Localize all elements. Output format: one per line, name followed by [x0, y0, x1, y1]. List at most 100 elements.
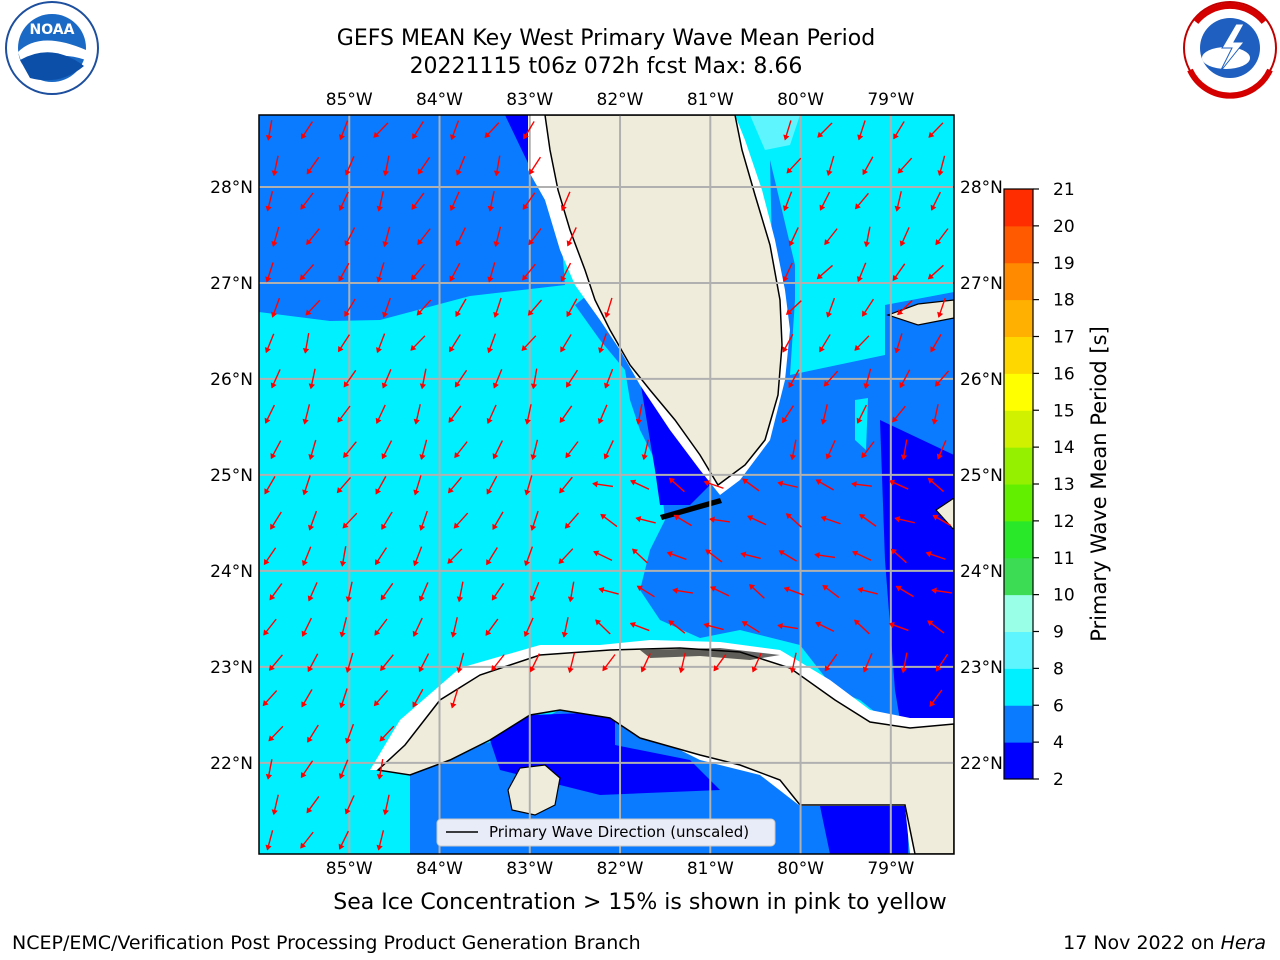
wave-arrow-head — [271, 311, 278, 318]
wave-arrow-head — [672, 587, 678, 594]
wave-arrow-head — [264, 417, 271, 424]
lat-label-left: 27°N — [210, 274, 253, 294]
wave-arrow-head — [782, 205, 789, 212]
wave-arrow-head — [888, 622, 895, 629]
wave-arrow-head — [668, 620, 675, 627]
wave-arrow-head — [493, 170, 501, 177]
wave-arrow-head — [558, 557, 565, 565]
wave-arrow-head — [862, 168, 869, 176]
wave-arrow-head — [487, 347, 494, 354]
wave-arrow-head — [824, 665, 831, 672]
wave-arrow-head — [449, 204, 456, 212]
footer-date: 17 Nov 2022 on Hera — [1063, 932, 1266, 954]
wave-arrow-head — [897, 167, 904, 174]
map-legend: Primary Wave Direction (unscaled) — [436, 818, 776, 847]
wave-arrow-head — [824, 238, 831, 246]
wave-arrow-head — [264, 488, 270, 495]
colorbar-tick-label: 17 — [1053, 328, 1075, 348]
wave-arrow-head — [937, 311, 944, 318]
land-andros — [935, 497, 954, 531]
wave-arrow-head — [788, 240, 795, 247]
wave-arrow-head — [751, 666, 758, 673]
wave-arrow-head — [785, 309, 793, 315]
wave-arrow-head — [376, 205, 383, 212]
colorbar-tick-label: 15 — [1053, 401, 1075, 421]
wave-arrow-head — [890, 548, 897, 555]
wave-arrow-head — [344, 169, 351, 176]
wave-arrow-head — [456, 667, 463, 674]
wave-arrow-head — [492, 523, 498, 531]
period-region-4-6-northwest — [259, 115, 565, 321]
wave-arrow-head — [268, 735, 275, 742]
wave-arrow-head — [448, 416, 455, 423]
colorbar-label: Primary Wave Mean Period [s] — [1087, 326, 1111, 642]
wave-arrow-head — [417, 238, 424, 246]
colorbar-segment — [1004, 631, 1033, 669]
wave-arrow-head — [413, 489, 420, 496]
wave-arrow-head — [777, 480, 784, 487]
wave-arrow-head — [857, 134, 864, 141]
nws-logo-icon — [1183, 1, 1277, 99]
colorbar-segment — [1004, 336, 1033, 374]
wave-arrow-head — [894, 347, 901, 354]
wave-arrow-head — [817, 131, 824, 138]
lat-label-left: 22°N — [210, 754, 253, 774]
wave-arrow-head — [262, 700, 269, 707]
land-cuba — [376, 647, 954, 854]
colorbar-tick-label: 10 — [1053, 586, 1075, 606]
wave-arrow-head — [302, 489, 309, 496]
wave-arrow-head — [666, 551, 673, 558]
wave-arrow-head — [376, 774, 384, 780]
wave-arrow-head — [308, 524, 315, 531]
wave-arrow-head — [345, 596, 352, 603]
wave-arrow-head — [710, 586, 717, 592]
wave-arrow-head — [931, 587, 937, 594]
wave-arrow-head — [412, 133, 418, 140]
wave-arrow-head — [783, 586, 790, 593]
wave-arrow-head — [598, 347, 605, 354]
wave-arrow-head — [486, 559, 492, 566]
colorbar-tick-label: 8 — [1053, 659, 1064, 679]
colorbar-segment — [1004, 299, 1033, 337]
wave-arrow-head — [894, 205, 901, 212]
wave-arrow-head — [854, 344, 861, 351]
wave-arrow-head — [927, 477, 934, 484]
wave-arrow-head — [343, 451, 349, 459]
wave-arrow-head — [336, 487, 343, 494]
wave-arrow-head — [523, 133, 529, 140]
wave-arrow-head — [527, 309, 534, 316]
wave-arrow-head — [703, 480, 710, 487]
wave-arrow-head — [263, 558, 270, 566]
wave-arrow-head — [603, 382, 610, 389]
chart-title: GEFS MEAN Key West Primary Wave Mean Per… — [336, 26, 876, 51]
wave-arrow-head — [819, 346, 825, 353]
wave-arrow-head — [265, 276, 272, 283]
wave-arrow-head — [861, 452, 868, 459]
wave-arrow-head — [338, 843, 345, 850]
lon-label-top: 83°W — [506, 90, 553, 110]
wave-arrow-head — [789, 667, 796, 674]
colorbar-segment — [1004, 668, 1033, 706]
wave-arrow-head — [419, 454, 426, 461]
wave-arrow-head — [455, 240, 462, 247]
colorbar-segment — [1004, 594, 1033, 632]
wave-arrow-head — [485, 629, 492, 636]
wave-arrow-head — [640, 666, 647, 673]
wave-arrow-head — [454, 381, 461, 388]
wave-arrow-head — [382, 170, 390, 177]
wave-arrow-head — [381, 523, 387, 530]
colorbar-segment — [1004, 484, 1033, 522]
wave-arrow-head — [263, 629, 270, 636]
wave-arrow-head — [560, 204, 567, 212]
wave-arrow-head — [344, 240, 351, 247]
wave-arrow-head — [893, 133, 899, 140]
wave-arrow-head — [826, 311, 833, 318]
sea-ice-note: Sea Ice Concentration > 15% is shown in … — [333, 890, 947, 915]
wave-arrow-head — [934, 380, 941, 387]
wave-arrow-head — [382, 311, 389, 318]
wave-arrow-head — [300, 842, 307, 849]
wave-arrow-head — [820, 418, 827, 425]
wave-arrow-head — [450, 702, 457, 709]
wave-arrow-head — [742, 478, 749, 485]
wave-arrow-head — [528, 239, 535, 246]
